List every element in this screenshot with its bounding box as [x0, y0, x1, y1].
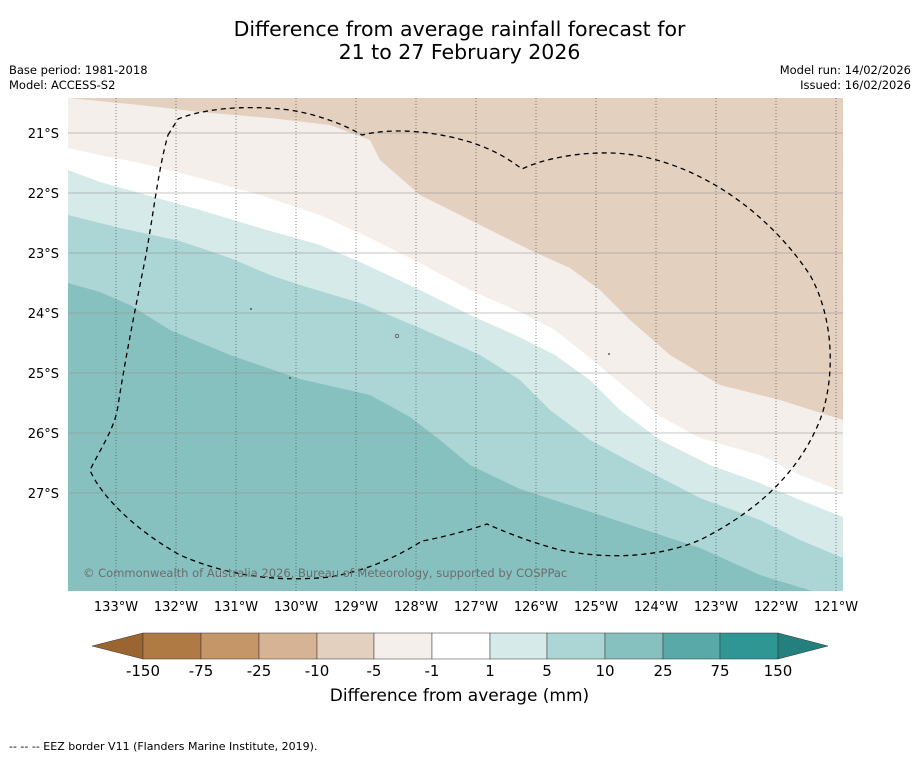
model-run: Model run: 14/02/2026 — [779, 63, 911, 77]
model-name: Model: ACCESS-S2 — [9, 78, 116, 92]
colorbar-segment — [546, 632, 606, 660]
island-marker — [289, 377, 291, 379]
lat-label: 22°S — [28, 187, 59, 202]
lon-label: 124°W — [634, 600, 678, 615]
colorbar-ticks: -150 -75 -25 -10 -5 -1 1 5 10 25 75 150 — [126, 662, 792, 680]
eez-border — [89, 106, 831, 580]
lon-label: 127°W — [454, 600, 498, 615]
latitude-labels: 21°S 22°S 23°S 24°S 25°S 26°S 27°S — [28, 127, 59, 502]
rainfall-anomaly-field: © Commonwealth of Australia 2026, Bureau… — [68, 98, 843, 591]
colorbar-segment — [373, 632, 433, 660]
colorbar-tick: 1 — [485, 662, 495, 680]
lon-label: 125°W — [574, 600, 618, 615]
colorbar-tick: -25 — [247, 662, 272, 680]
colorbar-low-extend — [91, 632, 144, 660]
island-marker — [394, 333, 400, 339]
lon-label: 121°W — [814, 600, 858, 615]
colorbar-segment — [431, 632, 491, 660]
colorbar-segment — [200, 632, 260, 660]
island-marker — [608, 353, 610, 355]
colorbar-segment — [142, 632, 202, 660]
lon-label: 129°W — [334, 600, 378, 615]
island-marker — [250, 308, 252, 310]
colorbar-title: Difference from average (mm) — [329, 686, 590, 706]
lat-label: 26°S — [28, 427, 59, 442]
colorbar-tick: 150 — [764, 662, 793, 680]
lat-label: 23°S — [28, 247, 59, 262]
colorbar-tick: -5 — [367, 662, 382, 680]
colorbar-tick: -75 — [189, 662, 214, 680]
issued-date: Issued: 16/02/2026 — [800, 78, 911, 92]
colorbar-tick: -150 — [126, 662, 160, 680]
colorbar-segment — [662, 632, 721, 660]
colorbar-tick: 5 — [542, 662, 552, 680]
lon-label: 122°W — [754, 600, 798, 615]
colorbar — [91, 632, 829, 660]
title-line-2: 21 to 27 February 2026 — [338, 40, 581, 64]
lon-label: 123°W — [694, 600, 738, 615]
colorbar-tick: 25 — [653, 662, 672, 680]
lon-label: 128°W — [394, 600, 438, 615]
lat-label: 27°S — [28, 487, 59, 502]
colorbar-tick: -1 — [425, 662, 440, 680]
title-line-1: Difference from average rainfall forecas… — [233, 17, 686, 41]
colorbar-tick: 75 — [710, 662, 729, 680]
lon-label: 133°W — [94, 600, 138, 615]
base-period: Base period: 1981-2018 — [9, 63, 148, 77]
meta-left: Base period: 1981-2018 Model: ACCESS-S2 — [9, 63, 148, 93]
longitude-labels: 133°W 132°W 131°W 130°W 129°W 128°W 127°… — [94, 600, 858, 615]
lon-label: 126°W — [514, 600, 558, 615]
colorbar-segment — [604, 632, 664, 660]
lon-label: 130°W — [274, 600, 318, 615]
lon-label: 131°W — [214, 600, 258, 615]
lat-label: 24°S — [28, 307, 59, 322]
lon-label: 132°W — [154, 600, 198, 615]
colorbar-segment — [489, 632, 548, 660]
colorbar-segment — [258, 632, 318, 660]
copyright-notice: © Commonwealth of Australia 2026, Bureau… — [83, 566, 567, 580]
colorbar-tick: -10 — [305, 662, 330, 680]
meta-right: Model run: 14/02/2026 Issued: 16/02/2026 — [780, 63, 911, 93]
eez-legend-note: -- -- -- EEZ border V11 (Flanders Marine… — [9, 740, 318, 753]
colorbar-segment — [719, 632, 779, 660]
map-title: Difference from average rainfall forecas… — [0, 18, 919, 64]
lat-label: 21°S — [28, 127, 59, 142]
colorbar-high-extend — [777, 632, 829, 660]
lat-label: 25°S — [28, 367, 59, 382]
band-minus-5-to-minus-1 — [68, 98, 843, 420]
colorbar-tick: 10 — [595, 662, 614, 680]
longitude-grid — [115, 98, 837, 591]
latitude-grid — [68, 132, 843, 494]
colorbar-segment — [316, 632, 375, 660]
